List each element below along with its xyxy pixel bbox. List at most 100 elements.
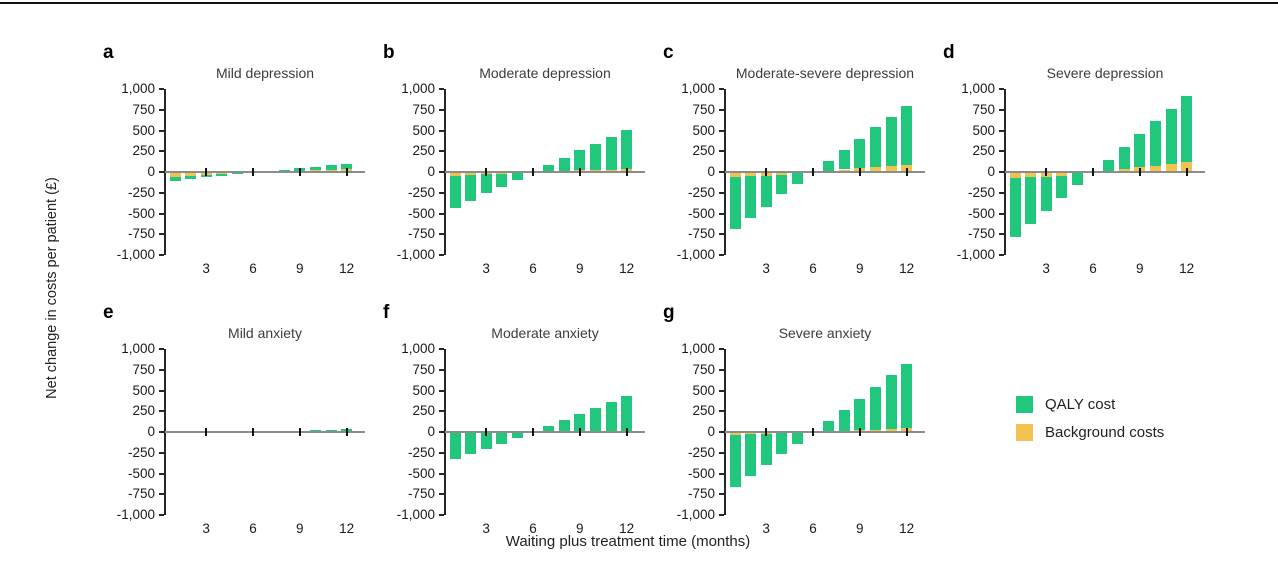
y-tick — [719, 254, 724, 256]
bar-qaly-month-8 — [838, 149, 850, 170]
y-tick-label: 500 — [132, 122, 155, 138]
bar-qaly-month-9 — [574, 414, 586, 432]
y-tick — [159, 451, 164, 454]
bar-qaly-month-3 — [1040, 176, 1052, 211]
y-tick — [999, 212, 1004, 215]
y-tick-label: 1,000 — [681, 341, 715, 356]
legend-item-qaly: QALY cost — [1016, 396, 1164, 413]
bar-qaly-month-2 — [185, 175, 197, 180]
legend-label-qaly: QALY cost — [1045, 396, 1116, 413]
bar-qaly-month-11 — [325, 165, 337, 170]
bar-qaly-month-2 — [465, 432, 477, 454]
x-tick — [858, 428, 861, 436]
y-tick — [159, 254, 164, 256]
y-tick-label: 0 — [707, 424, 715, 439]
bar-background-month-11 — [1165, 164, 1177, 172]
y-tick-label: 500 — [412, 382, 435, 398]
bar-qaly-month-7 — [823, 421, 835, 432]
bar-qaly-month-9 — [574, 150, 586, 171]
bar-qaly-month-10 — [589, 407, 601, 432]
y-tick — [719, 472, 724, 475]
y-tick-label: 750 — [412, 361, 435, 377]
y-tick — [719, 368, 724, 371]
y-tick — [719, 348, 724, 350]
y-tick-label: -750 — [687, 486, 715, 502]
plot-area-g: 1,000 750 500 250 0 -250 -500 -750 -1,000 3 6 9 12 — [677, 341, 925, 536]
bar-qaly-month-8 — [278, 169, 290, 172]
y-tick — [999, 129, 1004, 132]
x-tick — [1092, 168, 1094, 176]
y-tick-label: -750 — [127, 226, 155, 242]
x-tick — [578, 168, 581, 176]
bar-qaly-month-12 — [901, 363, 913, 429]
bar-qaly-month-4 — [216, 174, 228, 176]
bar-background-month-1 — [449, 172, 461, 176]
background-costs-swatch-icon — [1016, 424, 1033, 441]
x-tick — [345, 168, 348, 176]
panel-title-c: Moderate-severe depression — [735, 65, 915, 81]
x-tick-label: 9 — [576, 521, 584, 536]
y-tick-label: -750 — [687, 226, 715, 242]
top-rule — [0, 2, 1278, 4]
x-tick — [765, 428, 768, 436]
bar-qaly-month-4 — [1056, 175, 1068, 198]
y-tick — [159, 129, 164, 132]
y-tick — [439, 191, 444, 194]
y-tick — [439, 493, 444, 496]
y-tick-label: -500 — [407, 205, 435, 221]
y-tick — [999, 191, 1004, 194]
y-tick — [159, 150, 164, 153]
bar-qaly-month-11 — [885, 375, 897, 430]
bar-qaly-month-11 — [885, 117, 897, 166]
y-tick — [439, 88, 444, 90]
x-tick-label: 3 — [762, 521, 770, 536]
y-tick — [719, 108, 724, 111]
y-tick-label: 750 — [972, 101, 995, 117]
y-tick-label: 1,000 — [401, 341, 435, 356]
bar-qaly-month-7 — [543, 165, 555, 172]
y-tick-label: -250 — [127, 444, 155, 460]
y-tick-label: -250 — [687, 184, 715, 200]
zero-line — [165, 171, 365, 173]
y-tick — [439, 348, 444, 350]
y-tick-label: -250 — [687, 444, 715, 460]
y-tick — [159, 191, 164, 194]
bar-background-month-2 — [745, 432, 757, 435]
bar-qaly-month-12 — [901, 105, 913, 165]
y-tick — [719, 514, 724, 516]
bar-qaly-month-1 — [449, 432, 461, 460]
bar-background-month-11 — [325, 169, 337, 172]
y-tick-label: -500 — [687, 465, 715, 481]
y-tick-label: -250 — [407, 184, 435, 200]
x-tick-label: 9 — [576, 261, 584, 276]
zero-line — [725, 171, 925, 173]
x-tick-label: 9 — [1136, 261, 1144, 276]
zero-line — [1005, 171, 1205, 173]
y-tick — [999, 254, 1004, 256]
x-tick-label: 6 — [529, 261, 537, 276]
y-tick — [439, 212, 444, 215]
x-tick — [485, 168, 488, 176]
bar-background-month-10 — [1149, 165, 1161, 172]
bar-background-month-11 — [885, 165, 897, 172]
x-tick — [812, 168, 814, 176]
y-tick-label: 250 — [132, 143, 155, 159]
zero-line — [445, 171, 645, 173]
x-tick — [252, 168, 254, 176]
bar-qaly-month-11 — [605, 136, 617, 170]
bar-qaly-month-4 — [776, 433, 788, 454]
plot-area-b: 1,000 750 500 250 0 -250 -500 -750 -1,000 3 6 9 12 — [397, 81, 645, 276]
x-tick-label: 9 — [856, 261, 864, 276]
y-tick — [159, 348, 164, 350]
zero-line — [445, 431, 645, 433]
y-tick-label: -1,000 — [116, 507, 155, 522]
x-tick-label: 3 — [1042, 261, 1050, 276]
x-tick-label: 3 — [482, 521, 490, 536]
y-tick-label: -250 — [967, 184, 995, 200]
y-tick-label: 500 — [692, 382, 715, 398]
panel-title-b: Moderate depression — [479, 65, 611, 81]
x-tick-label: 6 — [809, 521, 817, 536]
x-tick — [1185, 168, 1188, 176]
y-tick-label: -250 — [127, 184, 155, 200]
bar-qaly-month-8 — [838, 409, 850, 431]
